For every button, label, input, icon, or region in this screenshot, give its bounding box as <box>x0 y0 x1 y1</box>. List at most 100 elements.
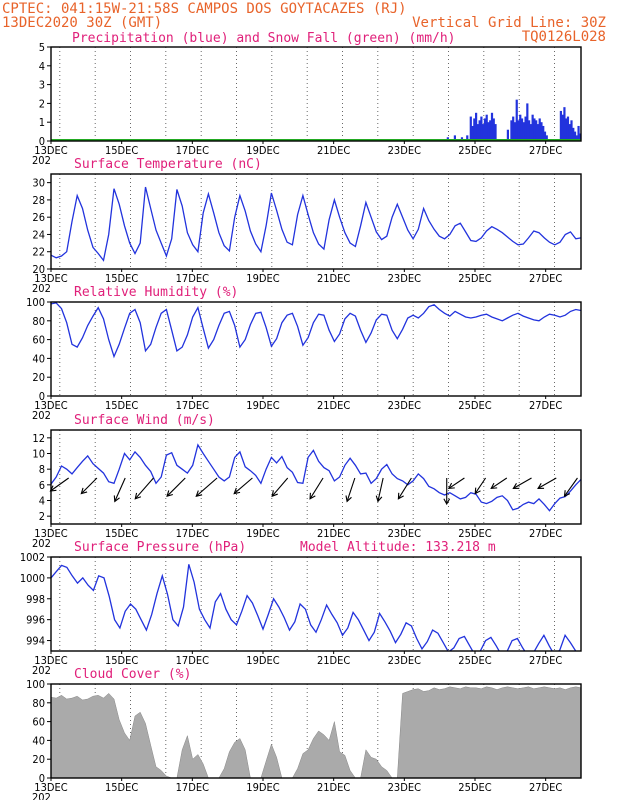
y-tick-label: 10 <box>32 448 45 461</box>
rh-line <box>51 302 581 359</box>
x-tick-label: 21DEC <box>317 272 350 285</box>
x-tick-label: 15DEC <box>105 781 138 794</box>
precip-bar <box>529 124 532 141</box>
precip-bar <box>538 118 541 141</box>
y-tick-label: 28 <box>32 194 45 207</box>
y-tick-label: 3 <box>39 79 45 92</box>
wind-arrow <box>346 477 356 502</box>
x-tick-label: 19DEC <box>246 781 279 794</box>
precip-frame <box>50 46 582 142</box>
wind-arrow <box>195 477 218 497</box>
wind-arrow <box>448 477 465 489</box>
y-tick-label: 1 <box>39 116 45 129</box>
y-tick-label: 994 <box>26 635 45 648</box>
x-tick-label: 13DEC <box>34 272 67 285</box>
precip-bar <box>536 124 540 141</box>
temp-line <box>51 186 581 262</box>
x-tick-label: 15DEC <box>105 654 138 667</box>
x-tick-label: 19DEC <box>246 272 279 285</box>
wind-arrow <box>271 477 289 497</box>
precip-bar <box>513 122 517 141</box>
precip-bar <box>528 120 531 141</box>
x-year-label: 202 <box>32 791 51 800</box>
wind-arrow <box>564 477 578 497</box>
precip-bar <box>545 135 548 141</box>
precip-bar <box>478 120 481 141</box>
x-tick-label: 13DEC <box>34 654 67 667</box>
wind-arrow <box>490 477 508 489</box>
x-year-label: 202 <box>32 537 51 550</box>
precip-bar <box>572 127 575 141</box>
y-tick-label: 2 <box>39 510 45 523</box>
x-tick-label: 27DEC <box>529 272 562 285</box>
wind-arrow-head <box>345 495 352 503</box>
wind-arrow-head <box>271 490 278 498</box>
precip-bar <box>561 114 564 141</box>
y-tick-label: 8 <box>39 463 45 476</box>
precip-bar <box>542 125 545 141</box>
y-tick-label: 60 <box>32 716 45 729</box>
precip-bar <box>492 118 495 141</box>
precip-bar <box>566 116 570 141</box>
x-tick-label: 17DEC <box>176 781 209 794</box>
y-tick-label: 20 <box>32 263 45 276</box>
model-id: TQ0126L028 <box>522 29 606 45</box>
model-altitude: Model Altitude: 133.218 m <box>300 540 496 555</box>
precip-bar <box>512 116 515 141</box>
pressure-frame <box>50 556 582 652</box>
wind-arrow <box>134 477 154 500</box>
wind-arrow <box>80 477 98 494</box>
x-tick-label: 19DEC <box>246 527 279 540</box>
x-tick-label: 25DEC <box>458 144 491 157</box>
y-tick-label: 20 <box>32 753 45 766</box>
precip-bar <box>573 131 577 141</box>
temp-frame <box>50 173 582 270</box>
x-tick-label: 25DEC <box>458 272 491 285</box>
y-tick-label: 24 <box>32 228 45 241</box>
y-tick-label: 100 <box>26 678 45 691</box>
x-tick-label: 13DEC <box>34 527 67 540</box>
x-tick-label: 17DEC <box>176 654 209 667</box>
wind-line <box>51 443 581 512</box>
precip-bar <box>510 120 513 141</box>
precip-bar <box>517 120 520 141</box>
x-year-label: 202 <box>32 664 51 677</box>
x-tick-label: 25DEC <box>458 654 491 667</box>
wind-arrow-head <box>563 490 571 498</box>
cloud-cover-area <box>51 686 581 778</box>
y-tick-label: 40 <box>32 734 45 747</box>
x-tick-label: 25DEC <box>458 781 491 794</box>
y-tick-label: 998 <box>26 593 45 606</box>
wind-arrow-head <box>397 492 404 500</box>
y-tick-label: 4 <box>39 495 45 508</box>
y-tick-label: 40 <box>32 352 45 365</box>
x-year-label: 202 <box>32 409 51 422</box>
precip-bar <box>535 120 538 141</box>
wind-frame <box>50 429 582 525</box>
x-tick-label: 23DEC <box>388 399 421 412</box>
humidity-panel: Relative Humidity (%) 0 20 40 60 80 100 13DEC 1… <box>26 285 582 422</box>
precipitation-title: Precipitation (blue) and Snow Fall (gree… <box>72 31 456 46</box>
y-tick-label: 20 <box>32 371 45 384</box>
precip-bar <box>543 131 547 141</box>
wind-arrow <box>397 477 412 500</box>
x-tick-label: 23DEC <box>388 781 421 794</box>
x-year-label: 202 <box>32 154 51 167</box>
x-tick-label: 21DEC <box>317 399 350 412</box>
precip-bar <box>575 135 578 141</box>
wind-arrow <box>50 477 69 492</box>
x-tick-label: 23DEC <box>388 654 421 667</box>
y-tick-label: 2 <box>39 97 45 110</box>
wind-arrow-head <box>80 487 88 495</box>
y-tick-label: 80 <box>32 697 45 710</box>
precip-bar <box>453 135 456 141</box>
precip-bar <box>489 120 492 141</box>
temperature-panel: Surface Temperature (nC) 20 22 24 26 28 30 13D… <box>32 157 582 295</box>
precip-bar <box>494 124 497 141</box>
x-tick-label: 21DEC <box>317 527 350 540</box>
y-tick-label: 996 <box>26 614 45 627</box>
wind-title: Surface Wind (m/s) <box>74 413 215 428</box>
y-tick-label: 5 <box>39 41 45 54</box>
precip-bar <box>559 110 562 141</box>
